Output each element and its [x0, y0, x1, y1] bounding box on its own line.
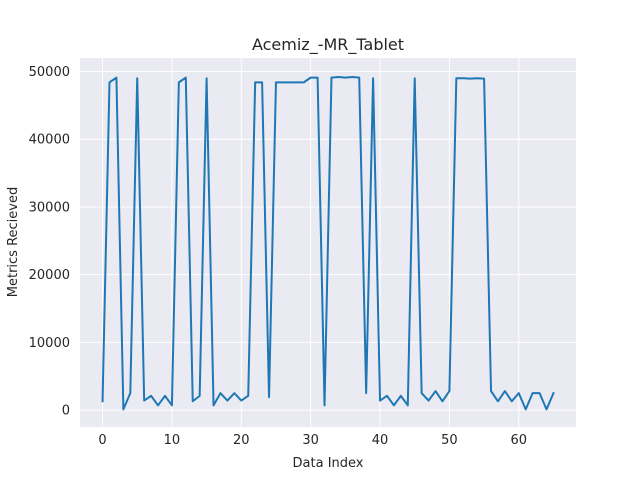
- series-line: [101, 75, 555, 411]
- series-layer: [101, 75, 555, 411]
- x-tick-label: 40: [372, 433, 389, 448]
- tick-labels: 0 10 20 30 40 50 60 0 10000 20000 30000 40000 50000: [29, 65, 527, 448]
- x-tick-label: 10: [164, 433, 181, 448]
- y-axis-label: Metrics Recieved: [6, 187, 21, 297]
- x-tick-label: 50: [441, 433, 458, 448]
- y-tick-label: 20000: [29, 268, 70, 283]
- x-tick-label: 20: [233, 433, 250, 448]
- x-axis-label: Data Index: [293, 456, 364, 471]
- y-tick-label: 10000: [29, 336, 70, 351]
- chart-title: Acemiz_-MR_Tablet: [252, 35, 404, 55]
- y-tick-label: 30000: [29, 200, 70, 215]
- x-tick-label: 30: [302, 433, 319, 448]
- x-tick-label: 0: [98, 433, 106, 448]
- x-tick-label: 60: [510, 433, 527, 448]
- y-tick-label: 0: [62, 404, 70, 419]
- y-tick-label: 50000: [29, 65, 70, 80]
- y-tick-label: 40000: [29, 133, 70, 148]
